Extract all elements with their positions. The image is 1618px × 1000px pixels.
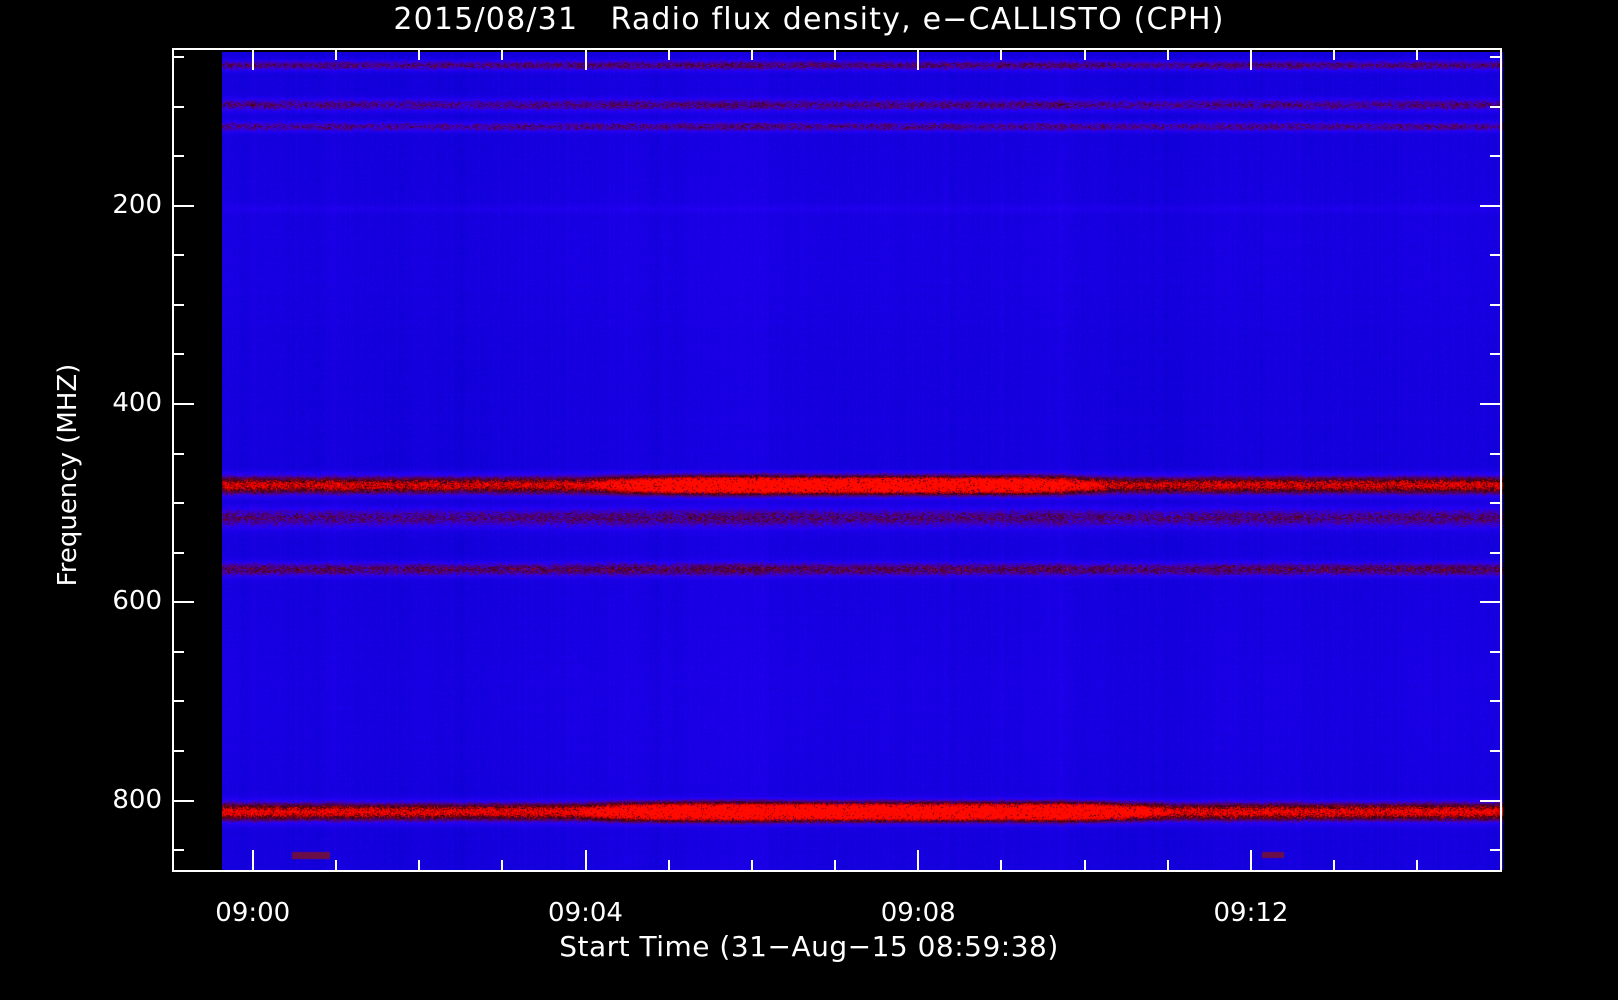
x-tick-top xyxy=(1249,48,1252,70)
x-tick-top xyxy=(834,48,837,60)
x-tick xyxy=(750,860,753,872)
y-tick xyxy=(172,551,184,554)
y-tick-right xyxy=(1490,750,1502,753)
y-tick xyxy=(172,452,184,455)
x-tick-top xyxy=(1416,48,1419,60)
x-tick-label: 09:08 xyxy=(880,898,956,928)
y-tick xyxy=(172,502,184,505)
y-tick-right xyxy=(1490,551,1502,554)
y-tick xyxy=(172,700,184,703)
x-tick-top xyxy=(917,48,920,70)
y-tick-right xyxy=(1490,502,1502,505)
y-tick-right xyxy=(1490,700,1502,703)
y-tick-right xyxy=(1480,204,1502,207)
x-tick xyxy=(1083,860,1086,872)
y-tick-right xyxy=(1490,650,1502,653)
x-tick xyxy=(501,860,504,872)
y-tick xyxy=(172,55,184,58)
x-tick xyxy=(334,860,337,872)
y-tick-right xyxy=(1480,402,1502,405)
x-tick xyxy=(1333,860,1336,872)
x-tick xyxy=(917,850,920,872)
y-tick xyxy=(172,204,194,207)
y-tick-label: 800 xyxy=(112,784,162,815)
x-tick xyxy=(1249,850,1252,872)
x-tick-top xyxy=(501,48,504,60)
y-tick xyxy=(172,849,184,852)
y-tick xyxy=(172,105,184,108)
y-tick xyxy=(172,155,184,158)
x-tick-top xyxy=(1083,48,1086,60)
y-tick xyxy=(172,303,184,306)
x-tick xyxy=(1000,860,1003,872)
spectrogram-image xyxy=(222,52,1503,870)
y-tick-right xyxy=(1490,105,1502,108)
x-tick-top xyxy=(667,48,670,60)
x-tick-top xyxy=(418,48,421,60)
plot-frame xyxy=(172,48,1502,872)
y-tick xyxy=(172,254,184,257)
x-tick-top xyxy=(584,48,587,70)
y-tick-label: 200 xyxy=(112,189,162,220)
y-tick-label: 600 xyxy=(112,586,162,617)
x-tick-top xyxy=(1166,48,1169,60)
x-tick-top xyxy=(1333,48,1336,60)
y-tick xyxy=(172,799,194,802)
x-tick-top xyxy=(1000,48,1003,60)
y-tick-right xyxy=(1490,254,1502,257)
y-tick-right xyxy=(1480,799,1502,802)
x-tick xyxy=(584,850,587,872)
y-tick xyxy=(172,402,194,405)
x-axis-title: Start Time (31−Aug−15 08:59:38) xyxy=(559,930,1059,963)
y-tick-label: 400 xyxy=(112,387,162,418)
y-tick-right xyxy=(1490,155,1502,158)
y-tick xyxy=(172,650,184,653)
x-tick xyxy=(251,850,254,872)
x-tick xyxy=(418,860,421,872)
x-tick-label: 09:12 xyxy=(1213,898,1289,928)
y-axis-title: Frequency (MHZ) xyxy=(53,363,83,587)
figure-title: 2015/08/31 Radio flux density, e−CALLIST… xyxy=(393,2,1225,37)
y-tick-right xyxy=(1490,849,1502,852)
spectrogram-canvas xyxy=(222,52,1503,870)
x-tick-label: 09:04 xyxy=(548,898,623,928)
x-tick xyxy=(667,860,670,872)
x-tick-top xyxy=(251,48,254,70)
y-tick-right xyxy=(1490,452,1502,455)
x-tick-top xyxy=(334,48,337,60)
x-tick xyxy=(1416,860,1419,872)
x-tick-top xyxy=(750,48,753,60)
y-tick-right xyxy=(1490,303,1502,306)
y-tick-right xyxy=(1490,353,1502,356)
y-tick xyxy=(172,750,184,753)
y-tick-right xyxy=(1490,55,1502,58)
x-tick xyxy=(834,860,837,872)
y-tick xyxy=(172,601,194,604)
y-tick xyxy=(172,353,184,356)
x-tick-label: 09:00 xyxy=(215,898,291,928)
y-tick-right xyxy=(1480,601,1502,604)
x-tick xyxy=(1166,860,1169,872)
